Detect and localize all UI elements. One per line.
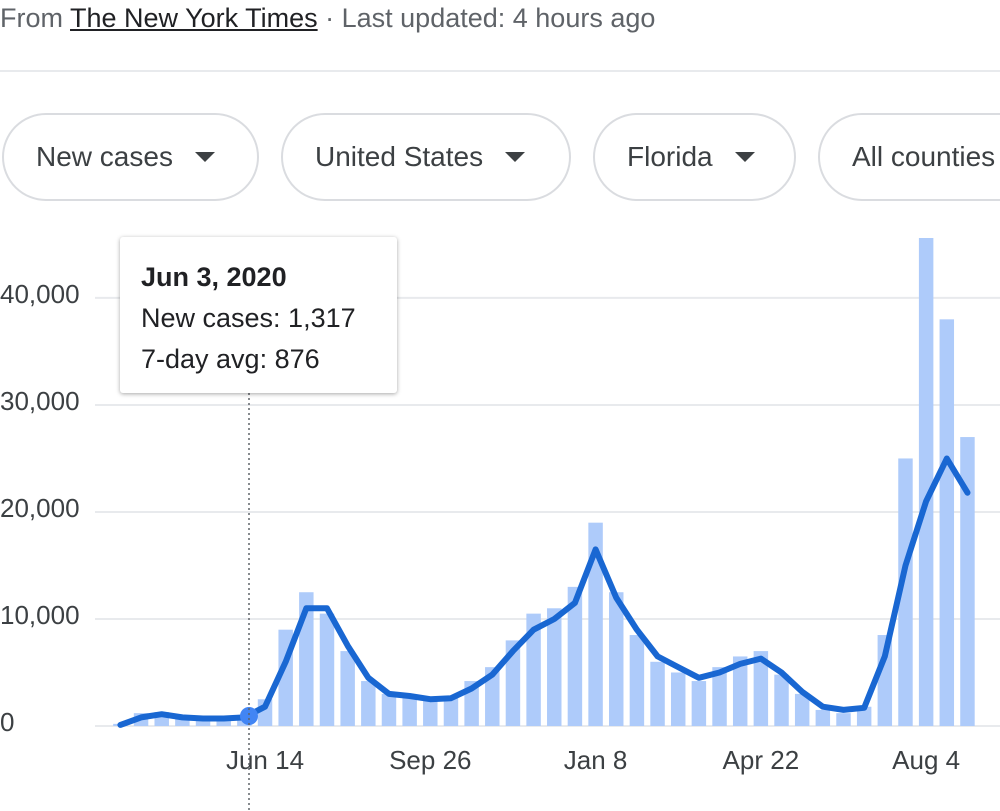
bar [670,672,686,726]
updated: · Last updated: 4 hours ago [325,3,656,33]
bar [650,661,665,726]
dropdown-arrow [505,152,526,162]
tooltip-cases: New cases: 1,317 [141,303,356,333]
bar [526,613,541,726]
filter-chip[interactable]: New cases [2,113,259,201]
bar [361,681,376,726]
bar [815,709,831,726]
plot: 0 10,000 20,000 30,000 40,000 Jun 14 Sep 26 Jan… [0,238,1000,775]
hover-dot [240,707,258,725]
bar [856,706,872,726]
x-tick-label: Sep 26 [389,745,471,775]
bar [588,522,603,726]
x-tick-label: Aug 4 [892,745,960,775]
bar [836,713,851,726]
bar [423,698,438,726]
x-tick-label: Jan 8 [564,745,628,775]
bar [216,717,231,726]
chip-label: United States [315,141,484,172]
bar [794,693,810,726]
bar [319,613,335,726]
bar [175,716,190,726]
bar [485,667,500,726]
source-line: From The New York Times · Last updated: … [0,0,655,36]
bar [960,437,975,726]
divider [0,70,1000,72]
bar [340,651,355,726]
bar [567,586,583,726]
bar [443,696,459,726]
bar [753,651,769,726]
filter-chip[interactable]: All counties [818,113,1000,201]
avg-line [117,455,971,728]
chip-label: All counties [852,141,996,172]
y-tick-label: 10,000 [0,600,80,630]
y-tick-label: 30,000 [0,386,80,416]
bar [939,319,955,726]
x-tick-label: Apr 22 [723,745,800,775]
filter-chip[interactable]: Florida [593,113,796,201]
bar [712,667,727,726]
chip-label: New cases [36,141,173,172]
bar [609,592,624,726]
bar [732,656,748,726]
chip-label: Florida [627,141,713,172]
dropdown-arrow [734,152,755,162]
bar [381,693,397,726]
x-tick-label: Jun 14 [226,745,304,775]
bar [629,635,645,726]
y-tick-label: 40,000 [0,279,80,309]
bar [547,608,562,726]
bar [774,674,789,726]
filter-chip[interactable]: United States [281,113,571,201]
bar [195,717,211,726]
source-link[interactable]: The New York Times [70,3,318,33]
y-tick-label: 20,000 [0,493,80,523]
bar [898,458,913,726]
tooltip-date: Jun 3, 2020 [141,262,287,292]
dropdown-arrow [194,152,215,162]
tooltip-avg: 7-day avg: 876 [141,344,320,374]
prefix: From [0,3,63,33]
bar [402,696,417,726]
tooltip: Jun 3, 2020 New cases: 1,317 7-day avg: … [120,237,397,393]
bar [691,681,707,726]
bar [505,640,521,726]
y-tick-label: 0 [0,707,14,737]
bar [918,238,934,726]
